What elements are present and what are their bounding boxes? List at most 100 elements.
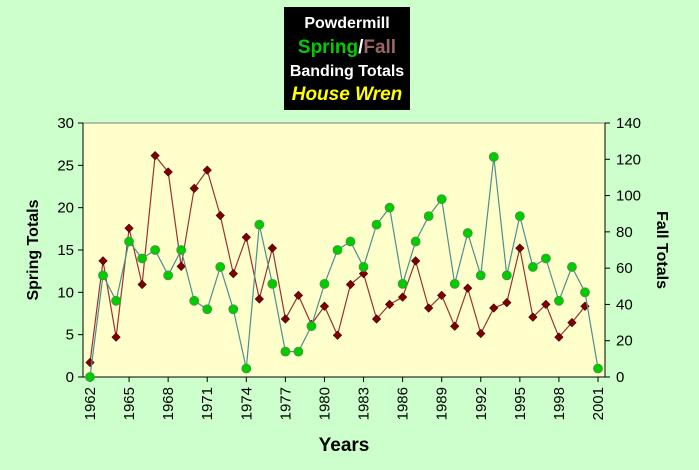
fall-point [332, 330, 343, 340]
fall-point [267, 243, 277, 253]
fall-point [424, 303, 434, 313]
spring-point [358, 262, 369, 272]
title-separator: / [358, 37, 364, 58]
fall-point [541, 299, 551, 310]
fall-point [463, 283, 473, 293]
left-axis: 0 5 10 15 20 25 30 [57, 115, 84, 386]
spring-point [306, 321, 317, 332]
fall-point [228, 268, 238, 279]
x-tick-label: 1965 [121, 387, 138, 420]
spring-point [189, 295, 200, 306]
fall-point [280, 314, 291, 324]
spring-point [423, 211, 434, 222]
x-tick-label: 1974 [238, 387, 255, 420]
fall-point [437, 290, 447, 300]
spring-point [228, 304, 239, 315]
spring-point [124, 236, 134, 247]
y-left-tick-label: 15 [57, 242, 74, 259]
x-tick-label: 1971 [199, 387, 216, 420]
y-right-tick-label: 40 [616, 296, 633, 313]
fall-point [371, 314, 382, 324]
spring-point [293, 346, 304, 357]
y-right-tick-label: 140 [616, 115, 641, 132]
fall-point [397, 292, 408, 302]
fall-point [554, 332, 564, 342]
spring-line [89, 156, 599, 378]
y-left-tick-label: 10 [57, 284, 74, 301]
x-axis-title: Years [319, 435, 370, 456]
y-left-tick-label: 25 [57, 157, 74, 174]
spring-point [449, 278, 460, 289]
spring-point [436, 194, 447, 205]
fall-point [567, 317, 577, 328]
fall-point [411, 256, 421, 266]
x-tick-label: 1962 [82, 387, 99, 420]
y-right-tick-label: 20 [616, 333, 633, 350]
fall-point [163, 167, 173, 177]
x-tick-label: 1989 [434, 387, 451, 420]
fall-point [319, 301, 330, 311]
fall-point [515, 243, 525, 253]
y-right-tick-label: 100 [616, 188, 641, 205]
fall-point [384, 299, 395, 310]
y-axis-right-title: Fall Totals [653, 211, 670, 289]
fall-point [254, 294, 264, 304]
spring-point [580, 287, 590, 298]
spring-point [163, 270, 174, 281]
chart-title: Powdermill Spring/Fall Banding Totals Ho… [284, 7, 410, 110]
fall-point [528, 312, 538, 322]
spring-point [475, 270, 486, 281]
y-right-tick-label: 120 [616, 151, 641, 168]
y-right-tick-label: 60 [616, 260, 633, 277]
spring-point [85, 372, 95, 382]
spring-point [462, 228, 473, 238]
spring-point [527, 262, 538, 272]
title-line1: Powdermill [304, 15, 389, 32]
fall-point [189, 183, 199, 193]
x-tick-label: 1977 [277, 387, 294, 420]
title-species: House Wren [292, 84, 403, 105]
right-axis: 0 20 40 60 80 100 120 140 [604, 115, 641, 386]
plot-area [82, 122, 606, 378]
fall-point [345, 279, 356, 290]
spring-point [332, 245, 343, 255]
x-tick-label: 1986 [395, 387, 412, 420]
spring-point [111, 295, 121, 306]
spring-point [488, 151, 499, 162]
title-box [284, 7, 410, 110]
fall-point [98, 256, 108, 266]
fall-point [358, 268, 369, 279]
y-left-tick-label: 0 [66, 369, 74, 386]
spring-point [202, 304, 213, 315]
title-line2: Spring/Fall [298, 37, 396, 58]
x-tick-label: 1992 [473, 387, 490, 420]
spring-point [280, 346, 291, 357]
fall-point [111, 332, 121, 342]
spring-point [540, 253, 551, 264]
y-left-tick-label: 20 [57, 200, 74, 217]
spring-point [593, 363, 603, 374]
title-line3: Banding Totals [290, 63, 404, 80]
y-axis-left-title: Spring Totals [25, 199, 42, 300]
spring-point [397, 278, 408, 289]
title-spring-word: Spring [298, 37, 358, 58]
x-tick-label: 1995 [512, 387, 529, 420]
spring-point [267, 278, 278, 289]
fall-point [124, 223, 134, 233]
fall-point [176, 261, 186, 271]
y-right-tick-label: 80 [616, 224, 633, 241]
fall-point [137, 279, 147, 290]
spring-point [319, 278, 330, 289]
spring-point [137, 253, 148, 264]
spring-point [371, 219, 382, 230]
spring-point [410, 236, 421, 247]
x-tick-label: 2001 [590, 387, 607, 420]
spring-point [215, 262, 226, 272]
spring-point [150, 245, 161, 255]
x-tick-label: 1998 [551, 387, 568, 420]
y-left-tick-label: 5 [66, 327, 74, 344]
spring-point [345, 236, 356, 247]
series-spring [85, 151, 603, 382]
x-tick-label: 1983 [356, 387, 373, 420]
